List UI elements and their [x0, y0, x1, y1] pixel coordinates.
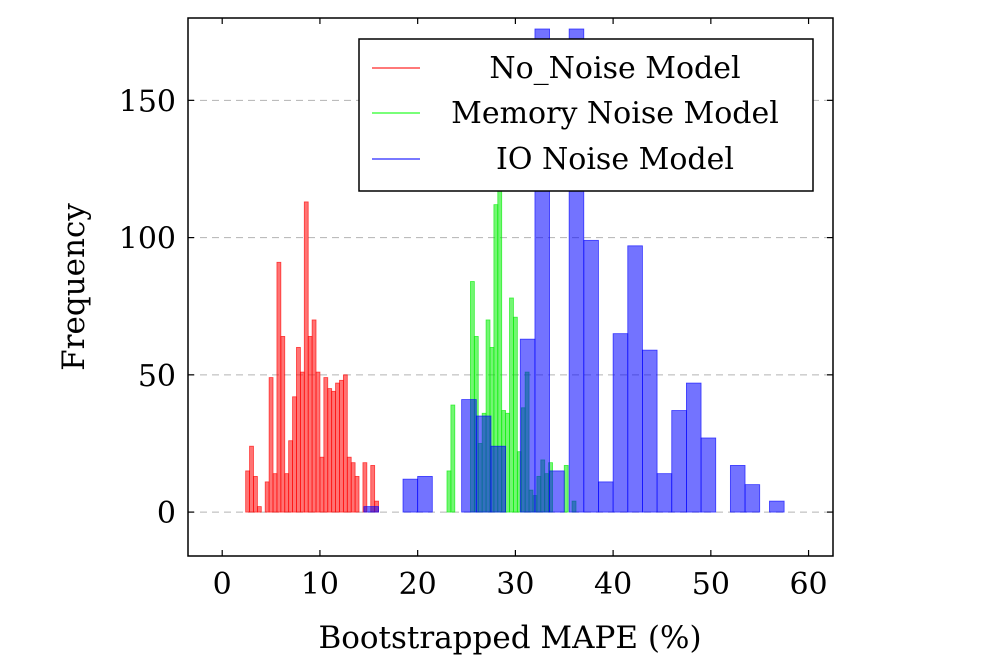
bar-series-2: [402, 478, 419, 513]
x-tick-label: 40: [594, 567, 632, 602]
bar-series-2: [656, 473, 673, 513]
bar-series-2: [519, 338, 536, 513]
bar-series-2: [549, 470, 565, 513]
bar-series-2: [363, 506, 379, 513]
x-tick-label: 20: [399, 567, 437, 602]
bar-series-0: [272, 473, 278, 513]
bar-series-0: [327, 388, 333, 513]
bar-series-2: [671, 410, 687, 513]
bar-series-2: [700, 437, 717, 513]
bar-series-0: [370, 465, 376, 513]
bar-series-1: [450, 404, 456, 513]
bar-series-0: [264, 481, 270, 513]
bar-series-2: [490, 445, 507, 513]
legend-box: [358, 38, 814, 192]
y-tick-label: 150: [119, 84, 176, 119]
bar-series-0: [307, 336, 313, 513]
bar-series-0: [354, 475, 360, 513]
y-axis-label: Frequency: [56, 203, 92, 371]
legend-label-no-noise: No_Noise Model: [489, 51, 740, 86]
bar-series-0: [256, 506, 262, 513]
legend-label-io-noise: IO Noise Model: [496, 142, 734, 177]
y-tick-label: 50: [138, 359, 176, 394]
bar-series-2: [627, 245, 643, 513]
bar-series-0: [288, 440, 293, 513]
bar-series-0: [245, 470, 250, 513]
x-tick-label: 50: [692, 567, 730, 602]
bar-series-0: [350, 462, 356, 513]
bar-series-2: [729, 465, 746, 513]
bar-series-0: [335, 382, 340, 513]
x-axis-label: Bootstrapped MAPE (%): [318, 620, 701, 656]
bar-series-2: [417, 475, 433, 513]
y-tick-label: 0: [157, 496, 176, 531]
bar-series-0: [296, 346, 301, 513]
bar-series-0: [253, 475, 258, 513]
bar-series-0: [284, 473, 290, 513]
bar-series-1: [563, 465, 569, 513]
plot-frame: [187, 17, 834, 557]
bar-series-0: [346, 456, 352, 513]
bar-series-0: [323, 377, 329, 513]
x-tick-label: 10: [301, 567, 339, 602]
bar-series-0: [319, 456, 325, 513]
x-tick-label: 60: [789, 567, 827, 602]
bar-series-0: [303, 201, 309, 513]
bar-series-2: [612, 333, 629, 513]
bar-series-0: [342, 374, 348, 513]
y-tick-label: 100: [119, 222, 176, 257]
bar-series-2: [642, 349, 658, 513]
bar-series-0: [280, 336, 286, 513]
legend: No_Noise Model Memory Noise Model IO Noi…: [358, 38, 814, 192]
bar-series-0: [311, 319, 317, 513]
bar-series-1: [509, 297, 514, 513]
bar-series-0: [299, 371, 305, 513]
bar-series-0: [315, 371, 321, 513]
bar-series-2: [744, 484, 761, 513]
bar-series-0: [268, 377, 274, 513]
bar-series-1: [513, 316, 518, 513]
x-tick-label: 30: [496, 567, 534, 602]
axis-ticks: 0 10 20 30 40 50 60 0 50 100 150: [119, 18, 833, 602]
bar-series-1: [505, 412, 510, 513]
legend-label-memory-noise: Memory Noise Model: [451, 96, 779, 131]
bar-series-0: [292, 396, 297, 513]
bar-series-0: [362, 462, 368, 513]
bar-series-2: [769, 500, 785, 513]
bar-series-2: [475, 415, 492, 513]
bar-series-2: [461, 399, 477, 513]
bar-series-2: [583, 239, 599, 513]
bar-series-0: [331, 390, 336, 513]
bar-series-0: [339, 379, 344, 513]
x-tick-label: 0: [213, 567, 232, 602]
bar-series-0: [276, 261, 282, 513]
bar-series-0: [249, 445, 254, 513]
bar-series-1: [446, 470, 452, 513]
bar-series-2: [686, 382, 702, 513]
bar-series-2: [598, 481, 614, 513]
